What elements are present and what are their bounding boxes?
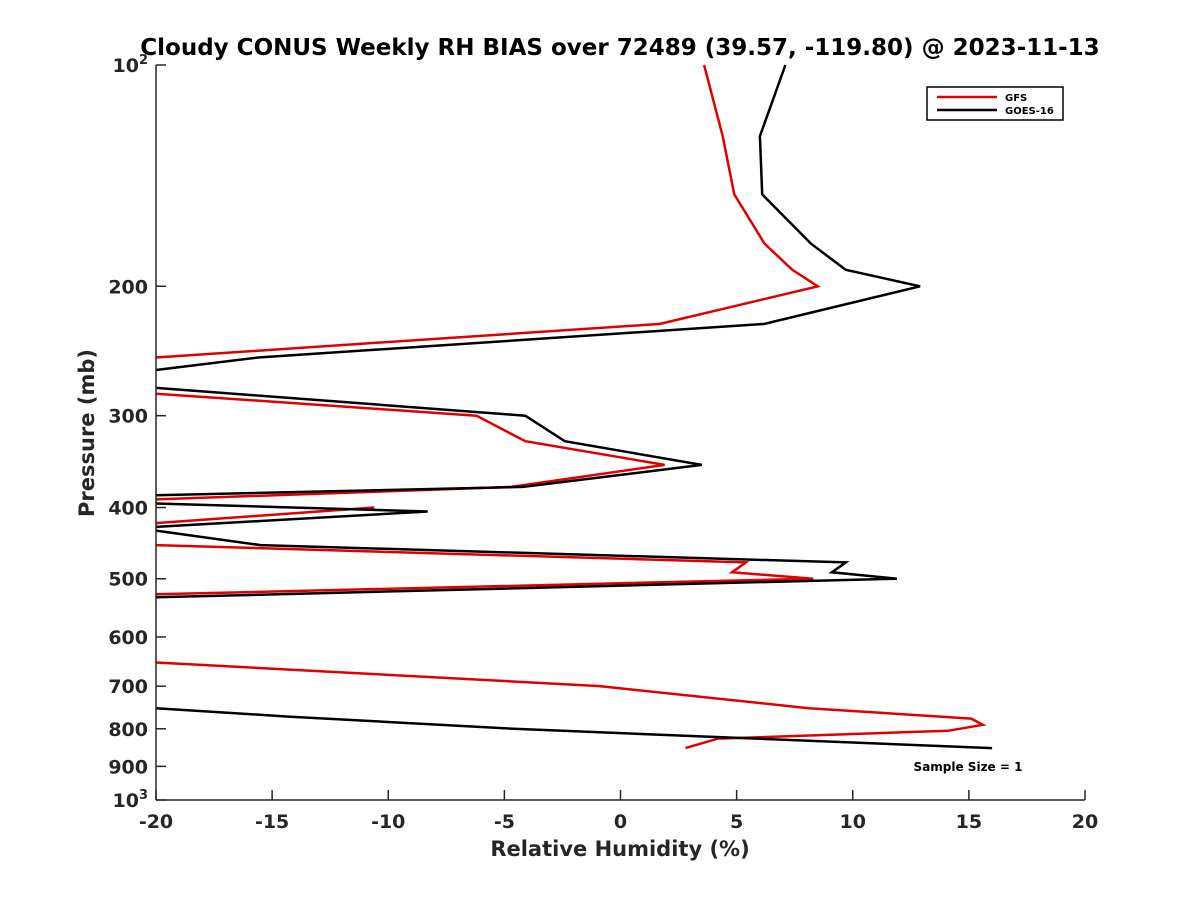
y-tick-label: 900 <box>108 756 148 778</box>
x-tick-label: -10 <box>371 811 405 833</box>
y-tick-label: 103 <box>113 788 149 812</box>
legend: GFS GOES-16 <box>926 86 1064 121</box>
y-tick-label: 600 <box>108 627 148 649</box>
legend-box <box>926 86 1064 121</box>
y-tick-label: 500 <box>108 569 148 591</box>
x-tick-label: 20 <box>1072 811 1098 833</box>
series-line-gfs-segment-0 <box>155 64 822 359</box>
sample-size-note: Sample Size = 1 <box>914 760 1023 774</box>
y-tick-label: 102 <box>113 53 149 77</box>
x-tick-label: 10 <box>840 811 866 833</box>
x-axis-label: Relative Humidity (%) <box>490 837 749 861</box>
y-tick-label: 700 <box>108 676 148 698</box>
y-tick-label: 200 <box>108 276 148 298</box>
x-tick-label: -5 <box>494 811 515 833</box>
y-tick-label: 300 <box>108 406 148 428</box>
series-line-goes-16-segment-4 <box>155 706 993 750</box>
x-tick-label: -15 <box>255 811 289 833</box>
y-axis-label: Pressure (mb) <box>75 349 99 517</box>
series-line-gfs-segment-4 <box>155 661 987 750</box>
y-tick-label: 400 <box>108 498 148 520</box>
x-tick-label: 0 <box>614 811 627 833</box>
series-line-goes-16-segment-0 <box>155 64 921 372</box>
legend-label-goes-16: GOES-16 <box>1005 106 1054 117</box>
x-tick-label: 15 <box>956 811 982 833</box>
legend-label-gfs: GFS <box>1005 93 1027 104</box>
series-line-gfs-segment-1 <box>155 392 665 501</box>
series-line-goes-16-segment-1 <box>155 386 703 497</box>
series-line-goes-16-segment-3 <box>155 529 898 599</box>
series-line-goes-16-segment-2 <box>155 502 428 529</box>
plot-lines <box>155 64 993 750</box>
x-tick-label: 5 <box>730 811 743 833</box>
y-tick-label: 800 <box>108 719 148 741</box>
chart-title: Cloudy CONUS Weekly RH BIAS over 72489 (… <box>140 35 1099 61</box>
x-tick-label: -20 <box>139 811 173 833</box>
axes: -20 -15 -10 -5 0 5 10 15 20 102 200 300 400 500 600 700… <box>108 53 1098 833</box>
series-line-gfs-segment-3 <box>155 543 814 596</box>
